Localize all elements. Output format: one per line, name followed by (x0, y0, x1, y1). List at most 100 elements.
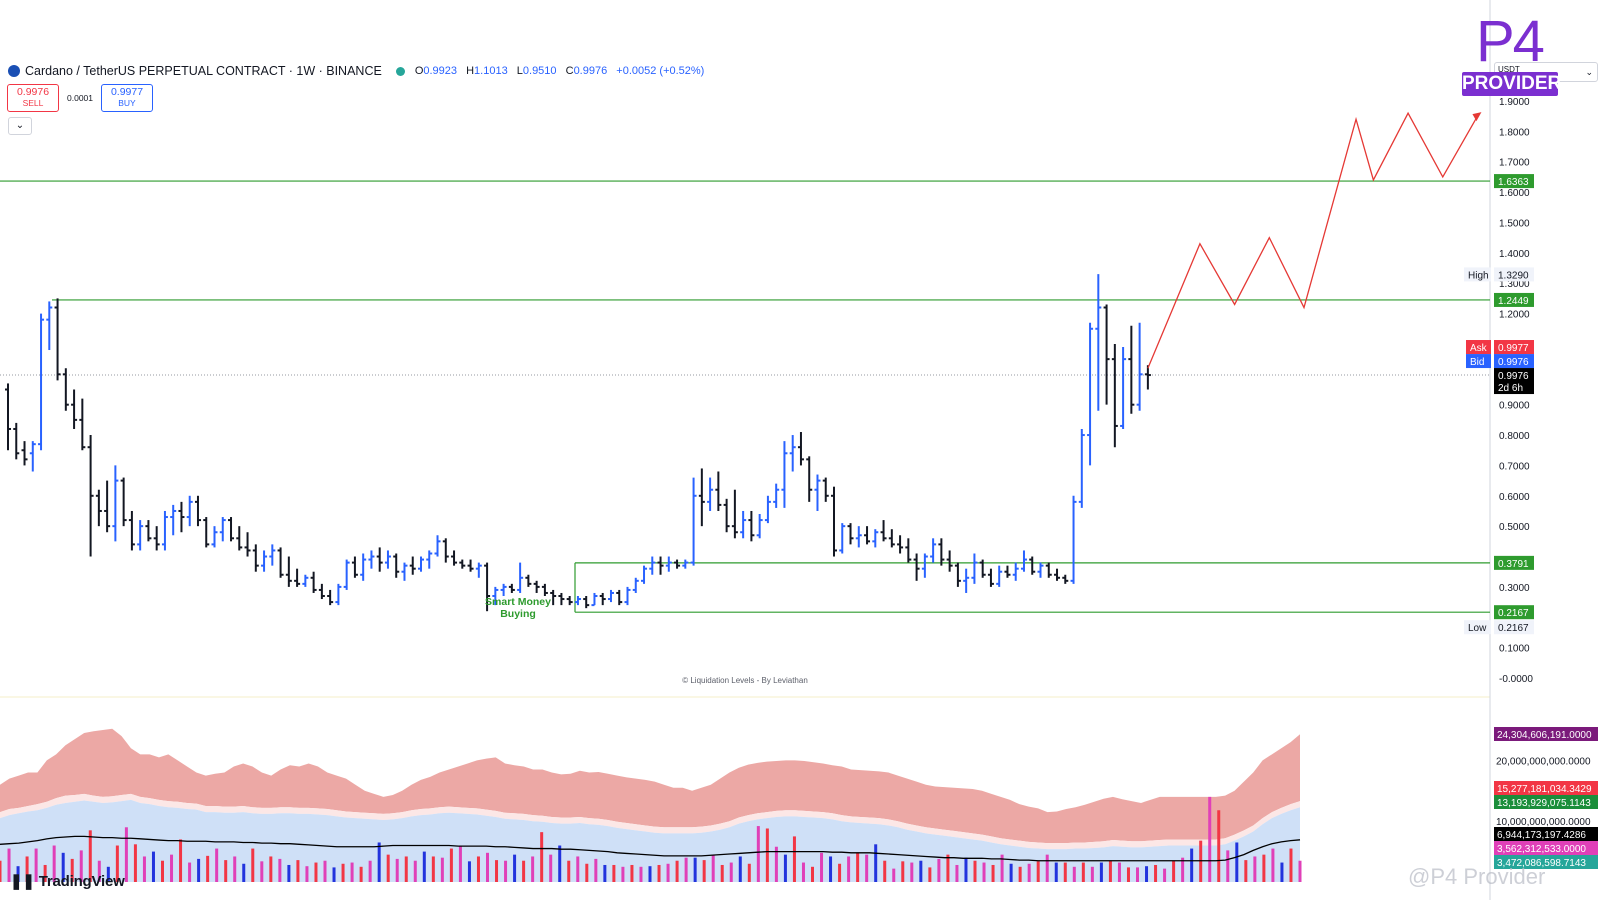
ohlc-bar (797, 432, 804, 466)
price-tick-label: 1.4000 (1499, 249, 1530, 260)
tradingview-logo[interactable]: ❚❚ TradingView (10, 872, 125, 890)
ohlc-bar (368, 550, 375, 569)
currency-label: USDT (1498, 65, 1520, 74)
volume-bar (522, 860, 526, 882)
ohlc-bar (607, 589, 614, 603)
volume-bar (747, 863, 751, 882)
ohlc-bar (888, 529, 895, 548)
volume-bar (368, 860, 372, 882)
volume-bar (1289, 848, 1293, 882)
ohlc-bar (418, 556, 424, 572)
ask-tag-label: Ask (1470, 343, 1488, 354)
ohlc-bar (203, 517, 210, 548)
ohlc-bar (500, 583, 507, 597)
ohlc-bar (1087, 322, 1094, 466)
volume-bar (964, 857, 968, 882)
ohlc-bar (897, 535, 904, 554)
last-price-countdown: 2d 6h (1498, 383, 1523, 394)
ohlc-bar (211, 526, 218, 548)
volume-bar (61, 852, 65, 882)
volume-tag-6: 3,472,086,598.7143 (1494, 855, 1598, 869)
ohlc-bar (517, 562, 524, 593)
ohlc-bar (855, 526, 862, 548)
volume-bar (630, 864, 634, 882)
volume-bar (684, 857, 688, 882)
volume-bar (648, 866, 652, 882)
ohlc-bar (112, 465, 119, 542)
volume-bar (1009, 863, 1013, 882)
volume-bar (973, 860, 977, 882)
ohlc-bar (1029, 556, 1036, 575)
volume-bar (52, 845, 56, 882)
volume-bar (486, 852, 489, 882)
ohlc-bar (649, 556, 656, 575)
ohlc-readout: O0.9923 H1.1013 L0.9510 C0.9976 +0.0052 … (414, 65, 705, 77)
symbol-title[interactable]: Cardano / TetherUS PERPETUAL CONTRACT · … (25, 64, 382, 78)
ohlc-bar (872, 529, 879, 548)
ohlc-bar (723, 498, 730, 533)
ohlc-bar (376, 547, 383, 572)
ohlc-bar (277, 547, 284, 578)
ohlc-bar (1128, 325, 1135, 414)
ohlc-bar (781, 441, 788, 508)
ohlc-bar (748, 510, 755, 542)
volume-bar (206, 855, 210, 882)
volume-tag-bg (1494, 795, 1598, 809)
ohlc-bar (938, 538, 945, 566)
ohlc-bar (690, 477, 697, 566)
volume-bar (133, 844, 137, 882)
ohlc-bar (62, 368, 69, 411)
volume-bar (612, 864, 616, 882)
volume-bar (1154, 864, 1158, 882)
collapse-legend-button[interactable]: ⌄ (8, 117, 32, 135)
level-tag-3: 0.3791 (1494, 555, 1534, 570)
buy-button[interactable]: 0.9977 BUY (101, 84, 153, 112)
volume-bar (296, 860, 300, 882)
bid-tag-value-bg (1494, 354, 1534, 369)
volume-bar (910, 862, 914, 882)
ohlc-bar (674, 559, 681, 569)
volume-bar (97, 860, 101, 882)
level-tag-1-text: 1.6363 (1498, 177, 1529, 188)
buy-price: 0.9977 (110, 86, 144, 98)
price-tick-label: 0.6000 (1499, 492, 1530, 503)
volume-tag-bg (1494, 841, 1598, 855)
sell-button[interactable]: 0.9976 SELL (7, 84, 59, 112)
volume-bar (0, 860, 2, 882)
ohlc-bar (839, 523, 846, 554)
volume-bar (179, 839, 183, 882)
volume-bar (865, 854, 869, 882)
volume-bar (1145, 866, 1149, 882)
ohlc-bar (219, 517, 226, 542)
volume-bar (1117, 862, 1121, 882)
volume-bar (838, 863, 842, 882)
chart-header: Cardano / TetherUS PERPETUAL CONTRACT · … (8, 62, 710, 80)
ohlc-bar (946, 550, 953, 572)
logo-p4: P4 (1476, 9, 1545, 74)
volume-bar (738, 856, 742, 882)
volume-bar (540, 832, 544, 882)
projection-line (1147, 111, 1479, 369)
ohlc-bar (574, 596, 581, 606)
volume-bar (260, 861, 264, 882)
price-tick-label: 0.3000 (1499, 583, 1530, 594)
volume-bar (332, 867, 336, 882)
high-value: 1.1013 (474, 65, 508, 77)
ohlc-bar (847, 523, 854, 545)
volume-bar (711, 854, 715, 882)
ohlc-bar (360, 553, 367, 581)
volume-tick-label: 10,000,000,000.0000 (1496, 817, 1591, 828)
cardano-coin-icon (8, 65, 20, 77)
ohlc-bar (1078, 428, 1085, 508)
volume-bar (88, 830, 92, 882)
volume-bar (729, 862, 733, 882)
ohlc-bar (831, 486, 837, 557)
tradingview-label: TradingView (38, 873, 125, 890)
volume-bar (639, 866, 643, 882)
volume-bar (1045, 854, 1049, 882)
marker-value-bg (1494, 267, 1534, 282)
ohlc-bar (294, 568, 301, 587)
volume-bar (847, 856, 851, 882)
volume-bar (892, 868, 896, 882)
